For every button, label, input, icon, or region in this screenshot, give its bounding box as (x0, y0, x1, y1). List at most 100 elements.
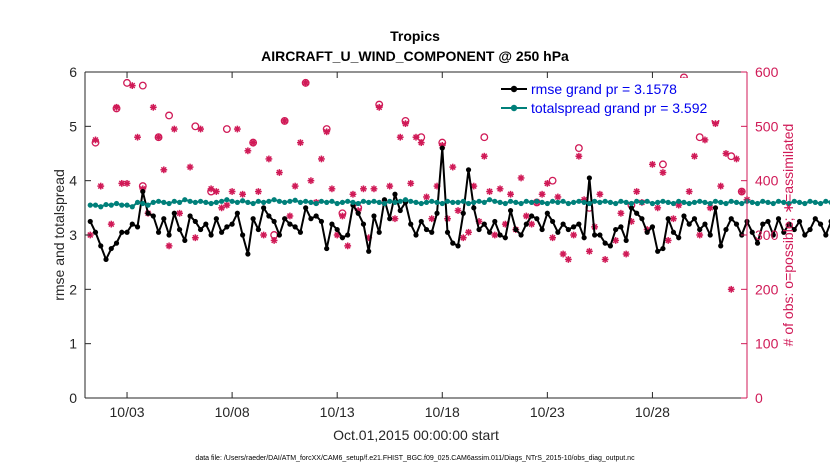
obs-assimilated-marker (449, 163, 457, 171)
rmse-point (381, 197, 388, 203)
y-right-tick-label: 300 (755, 227, 779, 243)
legend: rmse grand pr = 3.1578 totalspread grand… (496, 78, 744, 120)
obs-assimilated-stroke (528, 221, 535, 228)
rmse-point (513, 226, 519, 233)
rmse-point (775, 216, 782, 222)
y-right-tick-label: 0 (755, 390, 763, 406)
totalspread-point (271, 197, 277, 203)
totalspread-point (481, 199, 487, 205)
totalspread-point (434, 199, 440, 205)
obs-assimilated-marker (486, 188, 493, 195)
rmse-point (250, 216, 256, 222)
obs-assimilated-stroke (108, 221, 115, 228)
rmse-point (439, 145, 445, 151)
obs-assimilated-marker (712, 120, 719, 128)
obs-assimilated-stroke (733, 155, 740, 162)
totalspread-point (602, 198, 608, 204)
obs-assimilated-marker (722, 150, 730, 157)
obs-assimilated-marker (465, 228, 472, 236)
rmse-point (749, 229, 755, 235)
obs-assimilated-stroke (302, 79, 309, 86)
totalspread-point (607, 199, 613, 205)
totalspread-point (418, 200, 424, 207)
obs-assimilated-stroke (402, 120, 409, 127)
rmse-point (87, 218, 93, 225)
obs-assimilated-marker (459, 234, 467, 242)
obs-assimilated-marker (239, 190, 247, 198)
rmse-point (140, 188, 146, 195)
totalspread-point (255, 198, 261, 204)
rmse-point (486, 229, 493, 235)
rmse-point (276, 232, 282, 238)
obs-assimilated-marker (275, 169, 283, 176)
obs-assimilated-marker (538, 190, 546, 198)
rmse-point (465, 167, 472, 173)
totalspread-point (402, 197, 409, 203)
obs-assimilated-stroke (649, 161, 656, 168)
obs-assimilated-stroke (281, 117, 288, 124)
obs-assimilated-stroke (218, 204, 225, 211)
chart-title: Tropics (390, 28, 440, 44)
obs-assimilated-marker (507, 190, 514, 198)
rmse-point (670, 229, 677, 235)
rmse-point (292, 224, 298, 230)
obs-assimilated-stroke (192, 234, 199, 241)
rmse-point (176, 226, 183, 233)
y-tick-label: 5 (69, 118, 77, 134)
obs-assimilated-marker (733, 155, 740, 163)
rmse-point (182, 237, 188, 244)
totalspread-point (345, 198, 351, 204)
rmse-point (581, 235, 587, 241)
totalspread-point (492, 198, 498, 204)
obs-assimilated-marker (249, 139, 257, 147)
obs-assimilated-stroke (323, 128, 330, 135)
obs-assimilated-marker (670, 215, 677, 223)
totalspread-point (471, 199, 477, 205)
totalspread-point (775, 198, 782, 204)
rmse-point (660, 245, 666, 252)
rmse-point (576, 221, 582, 227)
obs-assimilated-stroke (150, 104, 157, 111)
obs-assimilated-marker (197, 125, 204, 133)
obs-assimilated-stroke (696, 232, 703, 238)
x-tick-label: 10/03 (110, 404, 145, 420)
totalspread-point (339, 199, 346, 205)
obs-assimilated-stroke (250, 139, 257, 146)
totalspread-point (140, 200, 146, 207)
obs-assimilated-marker (176, 209, 183, 217)
obs-assimilated-stroke (234, 126, 241, 133)
totalspread-point (760, 198, 766, 204)
obs-assimilated-marker (517, 174, 525, 182)
rmse-point (124, 229, 130, 235)
totalspread-point (245, 199, 251, 205)
totalspread-line (90, 198, 830, 208)
obs-assimilated-stroke (460, 234, 467, 241)
obs-assimilated-stroke (507, 191, 514, 198)
totalspread-point (387, 198, 393, 204)
rmse-point (261, 205, 267, 211)
rmse-point (681, 213, 687, 219)
obs-assimilated-marker (412, 133, 420, 141)
totalspread-point (360, 198, 367, 204)
rmse-point (166, 232, 172, 238)
rmse-point (733, 221, 740, 227)
obs-assimilated-stroke (255, 188, 262, 195)
rmse-point (161, 216, 167, 222)
obs-assimilated-stroke (465, 229, 472, 236)
rmse-point (324, 245, 330, 252)
rmse-point (592, 232, 598, 238)
rmse-point (303, 205, 309, 211)
totalspread-point (266, 198, 272, 204)
totalspread-point (234, 199, 240, 205)
totalspread-point (497, 199, 503, 205)
obs-assimilated-stroke (539, 191, 546, 198)
rmse-point (623, 237, 629, 244)
totalspread-point (513, 199, 519, 205)
rmse-point (444, 229, 451, 235)
obs-assimilated-marker (522, 212, 530, 220)
obs-assimilated-marker (370, 185, 378, 193)
rmse-point (697, 226, 703, 233)
obs-assimilated-marker (423, 193, 430, 201)
y-right-tick-label: 400 (755, 173, 779, 189)
obs-assimilated-stroke (386, 183, 393, 190)
